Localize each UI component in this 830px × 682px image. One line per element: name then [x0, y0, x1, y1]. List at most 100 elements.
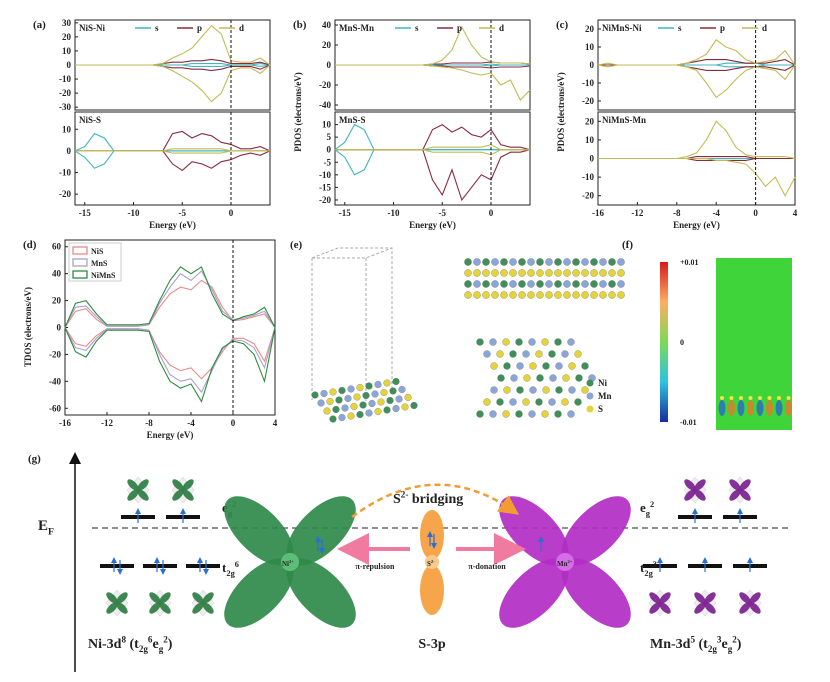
atom	[555, 386, 563, 394]
config-label-part: 3	[717, 634, 722, 644]
config-label: S-3p	[418, 637, 445, 652]
atom	[536, 374, 544, 382]
legend-label: p	[457, 23, 462, 33]
dos-curve	[597, 64, 796, 99]
atom	[541, 410, 549, 418]
atom	[536, 258, 544, 266]
atom	[572, 280, 580, 288]
charge-blob	[766, 400, 773, 416]
orbital-lobe	[172, 489, 184, 501]
atom	[536, 280, 544, 288]
x-tick-label: -12	[101, 418, 113, 428]
bridging-label-part: 2-	[401, 489, 409, 499]
legend-swatch	[72, 258, 88, 267]
y-tick-label: -10	[582, 172, 594, 182]
panel-label: (f)	[622, 239, 633, 251]
atom	[344, 394, 352, 403]
orbital-lobe	[739, 602, 751, 614]
y-tick-label: 10	[62, 124, 72, 134]
dos-curve	[75, 130, 271, 152]
ion-core	[281, 553, 299, 571]
orbital-lobe	[286, 558, 356, 628]
panel-label: (b)	[293, 19, 307, 31]
fermi-label-part: F	[48, 527, 54, 538]
atom	[482, 280, 490, 288]
atom	[581, 386, 589, 394]
atom	[575, 374, 583, 382]
atom	[502, 338, 510, 346]
orbital-lobe	[659, 592, 671, 604]
atom	[509, 350, 517, 358]
atom	[317, 399, 325, 407]
atom	[523, 374, 531, 382]
atom	[574, 350, 582, 358]
orbital-lobe	[561, 496, 631, 566]
atom	[581, 269, 589, 277]
legend-label: d	[762, 23, 767, 33]
atom	[617, 269, 625, 277]
atom	[568, 362, 576, 370]
subplot-title: MnS-S	[339, 115, 366, 125]
orbital-lobe	[116, 592, 128, 604]
legend-label: s	[155, 23, 159, 33]
orbital-lobe	[694, 602, 706, 614]
atom	[473, 291, 481, 299]
atom	[395, 395, 403, 403]
level-label-part: 6	[235, 559, 239, 569]
orbital-lobe	[172, 479, 184, 491]
y-tick-label: -10	[59, 74, 71, 84]
atom	[515, 338, 523, 346]
colorbar	[660, 262, 668, 422]
config-label: Ni-3d8 (t2g6eg2)	[88, 634, 173, 654]
level-label-part: 2g	[644, 568, 653, 578]
atom	[326, 397, 334, 406]
plot-frame	[334, 111, 531, 206]
atom	[410, 401, 418, 410]
level-label: t2g3	[640, 559, 657, 578]
atom	[489, 410, 497, 418]
legend-dot	[586, 392, 594, 400]
y-tick-label: 10	[62, 46, 72, 56]
orbital-lobe	[704, 592, 716, 604]
atom	[599, 291, 607, 299]
atom	[496, 350, 504, 358]
legend-label: p	[197, 23, 202, 33]
charge-dot	[758, 396, 762, 400]
atom	[356, 410, 364, 419]
x-tick-label: 0	[231, 418, 236, 428]
orbital-lobe	[659, 602, 671, 614]
y-axis-label: PDOS (electrons/eV)	[556, 72, 566, 152]
legend-label: Mn	[598, 391, 612, 401]
y-tick-label: 0	[57, 323, 62, 333]
atom	[350, 402, 358, 411]
legend-label: S	[598, 404, 603, 414]
atom	[335, 396, 343, 404]
dos-curve	[335, 64, 531, 101]
y-tick-label: 10	[322, 120, 332, 130]
atom	[541, 338, 549, 346]
atom	[371, 390, 379, 398]
atom	[489, 338, 497, 346]
atom	[491, 280, 499, 288]
bridging-label-part: S	[393, 492, 401, 507]
atom	[568, 386, 576, 394]
ion-label: Ni2+	[282, 559, 294, 568]
config-label-part: (t	[695, 637, 708, 652]
config-label-part: 6	[148, 634, 153, 644]
atom	[581, 280, 589, 288]
atom	[476, 410, 484, 418]
y-tick-label: 0	[327, 60, 332, 70]
orbital-lobe	[149, 592, 161, 604]
dos-curve	[334, 123, 530, 151]
dos-curve	[598, 59, 796, 66]
dos-curve	[335, 149, 531, 202]
x-axis-label: Energy (eV)	[673, 220, 720, 230]
y-tick-label: 20	[585, 24, 595, 34]
atom	[581, 258, 589, 266]
y-tick-label: -20	[582, 191, 594, 201]
atom	[338, 386, 346, 395]
x-tick-label: -5	[179, 208, 187, 218]
atom	[518, 291, 526, 299]
y-tick-label: -40	[49, 376, 61, 386]
orbital-lobe	[729, 489, 741, 501]
